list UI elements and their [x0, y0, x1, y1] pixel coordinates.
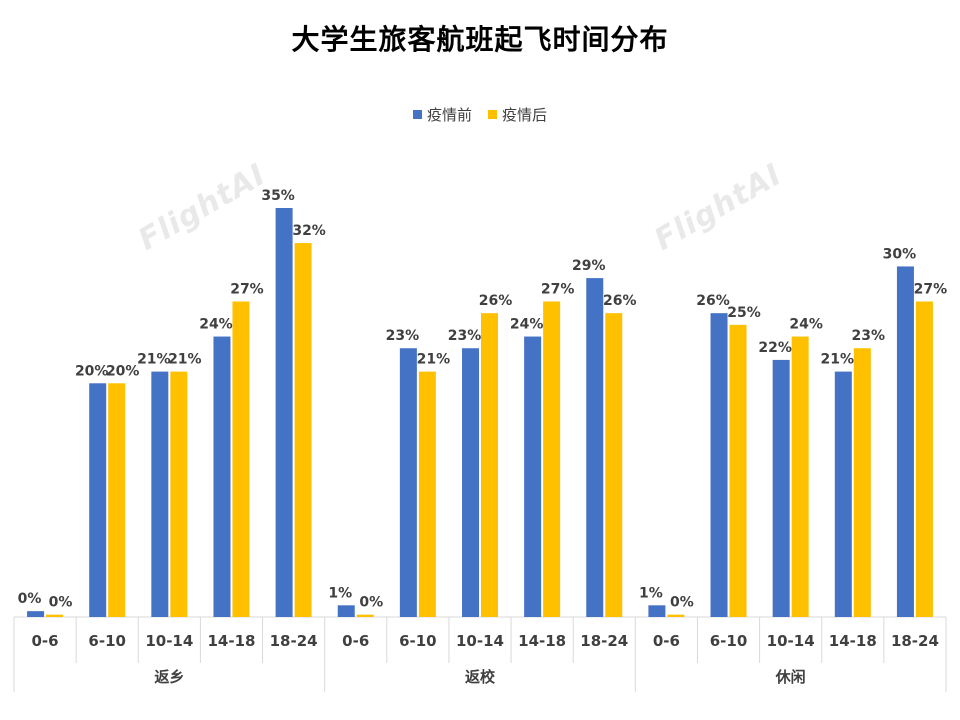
data-label-post: 26% — [479, 293, 513, 309]
group-label: 返乡 — [154, 668, 184, 686]
data-label-pre: 35% — [261, 188, 295, 204]
legend-swatch-post — [488, 110, 497, 119]
data-label-post: 23% — [852, 328, 886, 344]
x-tick-label: 14-18 — [207, 632, 255, 650]
chart-title: 大学生旅客航班起飞时间分布 — [291, 23, 669, 56]
data-label-pre: 20% — [75, 363, 109, 379]
data-label-post: 27% — [914, 281, 948, 297]
x-tick-label: 6-10 — [88, 632, 126, 650]
bar-pre — [27, 611, 45, 617]
bar-pre — [275, 208, 293, 617]
data-label-pre: 30% — [883, 246, 917, 262]
data-label-pre: 23% — [448, 328, 482, 344]
legend: 疫情前 疫情后 — [0, 104, 960, 125]
data-label-pre: 24% — [510, 317, 544, 333]
x-tick-label: 0-6 — [342, 632, 369, 650]
x-tick-label: 14-18 — [518, 632, 566, 650]
data-label-pre: 26% — [696, 293, 730, 309]
data-label-pre: 21% — [821, 352, 855, 368]
group-label: 返校 — [465, 668, 496, 686]
data-label-pre: 1% — [328, 585, 352, 601]
data-label-pre: 22% — [758, 340, 792, 356]
bar-post — [791, 336, 809, 617]
x-tick-label: 0-6 — [653, 632, 680, 650]
bar-post — [294, 243, 312, 618]
data-label-pre: 24% — [199, 317, 233, 333]
x-tick-label: 10-14 — [767, 632, 815, 650]
bar-post — [605, 313, 623, 617]
bar-pre — [648, 605, 666, 617]
bar-post — [46, 614, 64, 617]
data-label-pre: 23% — [386, 328, 420, 344]
bar-post — [232, 301, 250, 617]
legend-label-post: 疫情后 — [502, 106, 548, 124]
bar-pre — [710, 313, 728, 617]
legend-label-pre: 疫情前 — [426, 106, 472, 124]
bar-pre — [213, 336, 231, 617]
data-label-post: 20% — [106, 363, 140, 379]
data-label-post: 27% — [230, 281, 264, 297]
x-tick-label: 18-24 — [891, 632, 939, 650]
x-tick-label: 6-10 — [710, 632, 748, 650]
legend-item-post: 疫情后 — [488, 104, 547, 125]
x-tick-label: 18-24 — [270, 632, 318, 650]
data-label-post: 21% — [417, 352, 451, 368]
x-tick-label: 0-6 — [32, 632, 59, 650]
bar-post — [543, 301, 561, 617]
bar-pre — [896, 266, 914, 617]
bar-pre — [399, 348, 417, 617]
legend-item-pre: 疫情前 — [412, 104, 472, 125]
data-label-post: 27% — [541, 281, 575, 297]
bar-pre — [524, 336, 542, 617]
bar-post — [729, 324, 747, 617]
x-tick-label: 10-14 — [456, 632, 504, 650]
bar-pre — [772, 359, 790, 617]
data-label-post: 26% — [603, 293, 637, 309]
bar-post — [108, 383, 126, 617]
legend-swatch-pre — [412, 110, 422, 119]
bar-pre — [834, 371, 852, 617]
data-label-pre: 29% — [572, 258, 606, 274]
x-tick-label: 6-10 — [399, 632, 437, 650]
data-label-post: 0% — [670, 595, 694, 611]
group-label: 休闲 — [775, 668, 806, 686]
bar-pre — [151, 371, 169, 617]
x-tick-label: 10-14 — [145, 632, 193, 650]
bar-post — [418, 371, 436, 617]
bar-post — [356, 614, 374, 617]
bar-post — [915, 301, 933, 617]
data-label-post: 0% — [359, 595, 383, 611]
data-label-post: 32% — [292, 223, 326, 239]
data-label-post: 21% — [168, 352, 202, 368]
bar-pre — [337, 605, 355, 617]
bar-pre — [462, 348, 479, 617]
bar-pre — [89, 383, 107, 617]
data-label-pre: 1% — [639, 585, 663, 601]
data-label-pre: 0% — [18, 591, 42, 607]
x-tick-label: 18-24 — [580, 632, 628, 650]
bar-post — [667, 614, 685, 617]
bar-pre — [586, 278, 604, 617]
bar-post — [853, 348, 871, 617]
bar-post — [170, 371, 188, 617]
data-label-post: 24% — [789, 317, 823, 333]
data-label-pre: 21% — [137, 352, 171, 368]
data-label-post: 25% — [727, 305, 761, 321]
x-tick-label: 14-18 — [829, 632, 877, 650]
bar-post — [481, 313, 498, 617]
data-label-post: 0% — [49, 595, 73, 611]
